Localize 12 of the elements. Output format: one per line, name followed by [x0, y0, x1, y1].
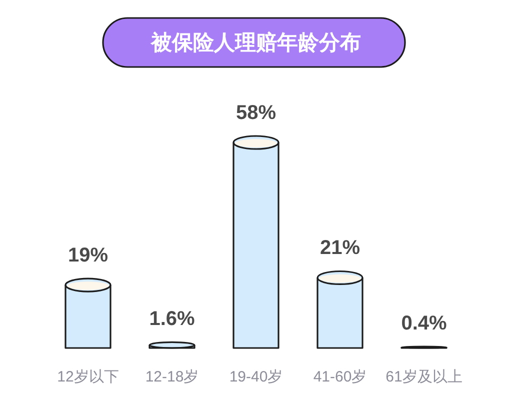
x-tick-label: 12-18岁 [145, 368, 199, 386]
data-label: 21% [320, 237, 360, 260]
x-tick-label: 41-60岁 [313, 368, 367, 386]
data-label: 1.6% [149, 308, 196, 330]
chart-title: 被保险人理赔年龄分布 [150, 30, 361, 54]
x-tick-label: 61岁及以上 [386, 368, 462, 386]
x-tick-label: 19-40岁 [229, 368, 283, 386]
x-tick-label: 12岁以下 [57, 368, 119, 386]
data-label: 58% [236, 102, 276, 124]
title: 被保险人理赔年龄分布 [102, 17, 406, 68]
data-label: 0.4% [401, 312, 448, 335]
data-label: 19% [68, 244, 108, 267]
